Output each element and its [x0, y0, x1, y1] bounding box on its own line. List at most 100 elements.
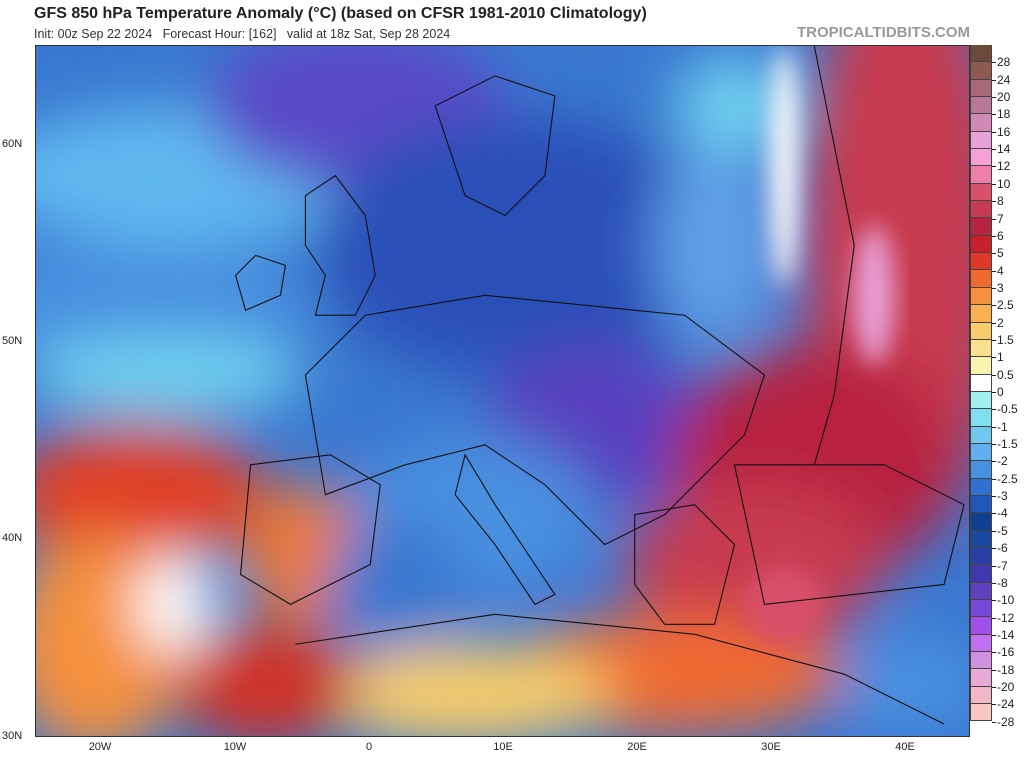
run-info: Init: 00z Sep 22 2024 Forecast Hour: [16…: [34, 27, 451, 41]
colorbar-tick: [992, 686, 996, 688]
colorbar-tick: [992, 374, 996, 376]
colorbar-swatch: [970, 322, 992, 340]
colorbar: [970, 45, 992, 722]
colorbar-label: 1: [997, 350, 1004, 365]
colorbar-tick: [992, 582, 996, 584]
colorbar-tick: [992, 617, 996, 619]
colorbar-label: -14: [997, 627, 1015, 642]
colorbar-tick: [992, 339, 996, 341]
colorbar-swatch: [970, 287, 992, 306]
colorbar-label: 28: [997, 55, 1011, 70]
colorbar-tick: [992, 461, 996, 463]
colorbar-label: -10: [997, 593, 1015, 608]
colorbar-tick: [992, 565, 996, 567]
colorbar-tick: [992, 478, 996, 480]
colorbar-tick: [992, 530, 996, 532]
colorbar-swatch: [970, 131, 992, 150]
colorbar-label: 18: [997, 107, 1011, 122]
colorbar-swatch: [970, 391, 992, 410]
colorbar-swatch: [970, 357, 992, 375]
colorbar-tick: [992, 166, 996, 168]
colorbar-label: 7: [997, 211, 1004, 226]
colorbar-swatch: [970, 669, 992, 687]
lon-label-20e: 20E: [627, 741, 647, 753]
colorbar-tick: [992, 62, 996, 64]
colorbar-swatch: [970, 149, 992, 167]
colorbar-tick: [992, 114, 996, 116]
colorbar-swatch: [970, 426, 992, 444]
colorbar-label: -24: [997, 697, 1015, 712]
lat-label-30n: 30N: [2, 730, 23, 742]
colorbar-swatch: [970, 374, 992, 392]
colorbar-swatch: [970, 114, 992, 132]
colorbar-swatch: [970, 600, 992, 618]
lon-label-0: 0: [365, 741, 373, 753]
colorbar-label: -8: [997, 575, 1008, 590]
colorbar-label: 2: [997, 315, 1004, 330]
colorbar-swatch: [970, 582, 992, 600]
lon-label-30e: 30E: [761, 741, 781, 753]
colorbar-label: 5: [997, 246, 1004, 261]
colorbar-swatch: [970, 253, 992, 271]
colorbar-swatch: [970, 183, 992, 202]
colorbar-swatch: [970, 686, 992, 705]
colorbar-label: -2.5: [997, 471, 1018, 486]
brand-watermark[interactable]: TROPICALTIDBITS.COM: [796, 24, 970, 41]
colorbar-label: -7: [997, 558, 1008, 573]
colorbar-tick: [992, 270, 996, 272]
colorbar-label: -0.5: [997, 402, 1018, 417]
colorbar-label: -1.5: [997, 437, 1018, 452]
colorbar-tick: [992, 409, 996, 411]
colorbar-label: 0: [997, 385, 1004, 399]
colorbar-label: -3: [997, 489, 1008, 504]
colorbar-label: -18: [997, 662, 1015, 677]
colorbar-label: 14: [997, 142, 1011, 157]
colorbar-swatch: [970, 305, 992, 323]
colorbar-tick: [992, 149, 996, 151]
colorbar-label: -16: [997, 645, 1015, 660]
colorbar-label: 3: [997, 280, 1004, 295]
colorbar-swatch: [970, 409, 992, 427]
colorbar-label: 4: [997, 263, 1004, 278]
colorbar-tick: [992, 669, 996, 671]
colorbar-tick: [992, 634, 996, 636]
colorbar-tick: [992, 218, 996, 220]
colorbar-swatch: [970, 270, 992, 288]
colorbar-label: -28: [997, 714, 1015, 729]
colorbar-swatch: [970, 565, 992, 583]
colorbar-tick: [992, 652, 996, 654]
colorbar-tick: [992, 79, 996, 81]
colorbar-label: 20: [997, 90, 1011, 105]
lon-label-20w: 20W: [88, 741, 112, 753]
colorbar-tick: [992, 426, 996, 428]
colorbar-tick: [992, 721, 996, 723]
colorbar-label: -12: [997, 610, 1015, 625]
colorbar-swatch: [970, 461, 992, 479]
colorbar-tick: [992, 235, 996, 237]
colorbar-label: -5: [997, 523, 1008, 538]
colorbar-swatch: [970, 62, 992, 80]
colorbar-tick: [992, 704, 996, 706]
colorbar-swatch: [970, 513, 992, 531]
colorbar-tick: [992, 97, 996, 99]
colorbar-label: 0.5: [997, 367, 1014, 382]
colorbar-label: 12: [997, 159, 1011, 174]
colorbar-tick: [992, 253, 996, 255]
colorbar-swatch: [970, 530, 992, 548]
colorbar-swatch: [970, 652, 992, 670]
colorbar-tick: [992, 600, 996, 602]
colorbar-tick: [992, 444, 996, 446]
colorbar-tick: [992, 131, 996, 133]
colorbar-swatch: [970, 339, 992, 358]
colorbar-label: -6: [997, 541, 1008, 556]
colorbar-swatch: [970, 97, 992, 115]
colorbar-swatch: [970, 478, 992, 496]
colorbar-swatch: [970, 166, 992, 184]
colorbar-tick: [992, 548, 996, 550]
lon-label-40e: 40E: [895, 741, 915, 753]
colorbar-tick: [992, 322, 996, 324]
chart-title: GFS 850 hPa Temperature Anomaly (°C) (ba…: [34, 5, 647, 22]
colorbar-label: 16: [997, 124, 1011, 139]
lat-label-60n: 60N: [2, 138, 23, 150]
colorbar-swatch: [970, 495, 992, 514]
